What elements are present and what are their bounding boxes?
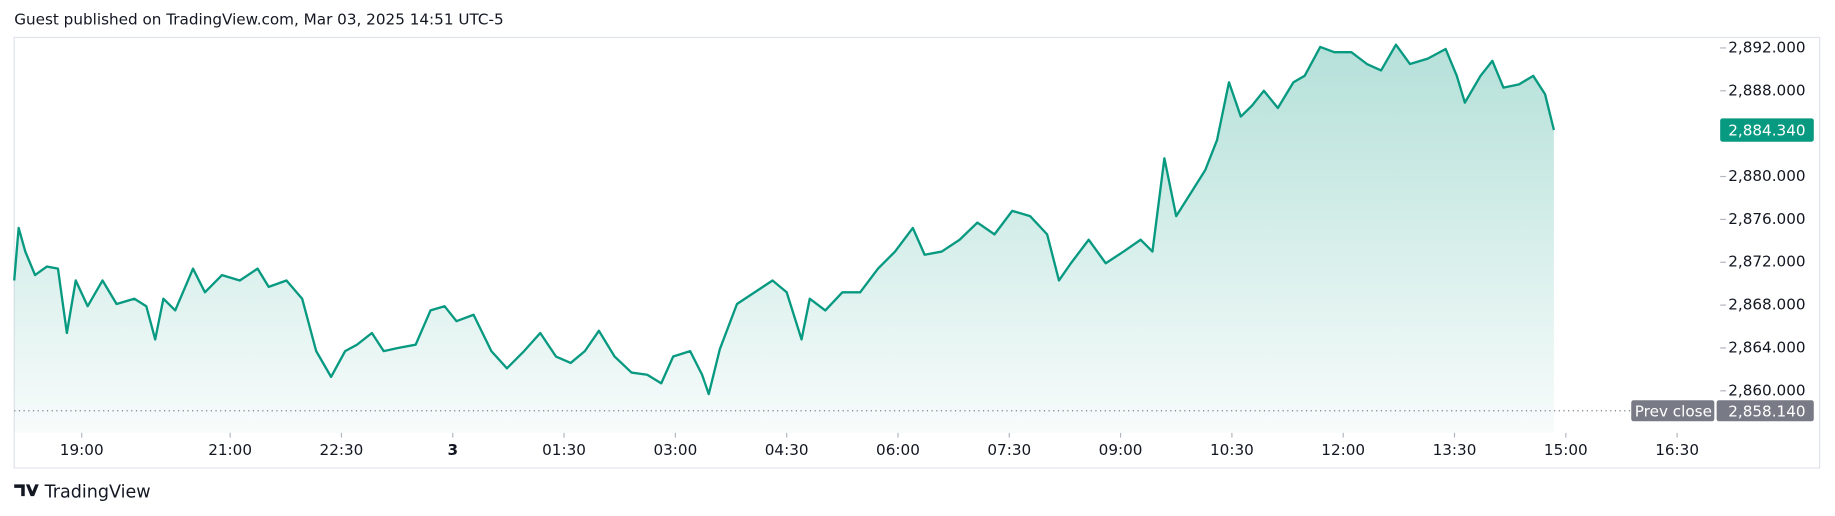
area-fill — [14, 44, 1554, 433]
x-tick-label: 3 — [447, 441, 458, 459]
x-tick-label: 04:30 — [765, 441, 809, 459]
x-tick-label: 06:00 — [876, 441, 920, 459]
x-tick-label: 19:00 — [60, 441, 104, 459]
x-tick-label: 21:00 — [208, 441, 252, 459]
x-tick-label: 16:30 — [1655, 441, 1699, 459]
price-line — [13, 43, 1556, 396]
x-tick-label: 07:30 — [987, 441, 1031, 459]
brand-logo — [14, 484, 39, 497]
prev-close-name: Prev close — [1635, 402, 1712, 420]
prev-close-value-tag — [1716, 400, 1814, 422]
y-tick-label: 2,876.000 — [1728, 210, 1805, 228]
x-tick-label: 03:00 — [653, 441, 697, 459]
brand: TradingView — [14, 483, 151, 503]
y-tick-label: 2,864.000 — [1728, 338, 1805, 356]
prev-close-name-tag — [1631, 400, 1715, 422]
header: Guest published on TradingView.com, Mar … — [14, 10, 503, 28]
y-tick-label: 2,860.000 — [1728, 381, 1805, 399]
last-price-tag — [1720, 118, 1814, 142]
y-tick-label: 2,888.000 — [1728, 81, 1805, 99]
x-tick-label: 22:30 — [320, 441, 364, 459]
brand-name: TradingView — [44, 483, 151, 503]
x-tick-label: 12:00 — [1321, 441, 1365, 459]
y-tick-label: 2,892.000 — [1728, 38, 1805, 56]
last-price-label: 2,884.340 — [1728, 122, 1805, 140]
y-tick-label: 2,868.000 — [1728, 296, 1805, 314]
chart-frame — [13, 36, 1821, 469]
y-tick-label: 2,880.000 — [1728, 167, 1805, 185]
prev-close-value: 2,858.140 — [1728, 402, 1805, 420]
y-tick-label: 2,872.000 — [1728, 253, 1805, 271]
x-tick-label: 09:00 — [1099, 441, 1143, 459]
x-tick-label: 01:30 — [542, 441, 586, 459]
x-tick-label: 15:00 — [1544, 441, 1588, 459]
x-tick-label: 10:30 — [1210, 441, 1254, 459]
x-tick-label: 13:30 — [1433, 441, 1477, 459]
